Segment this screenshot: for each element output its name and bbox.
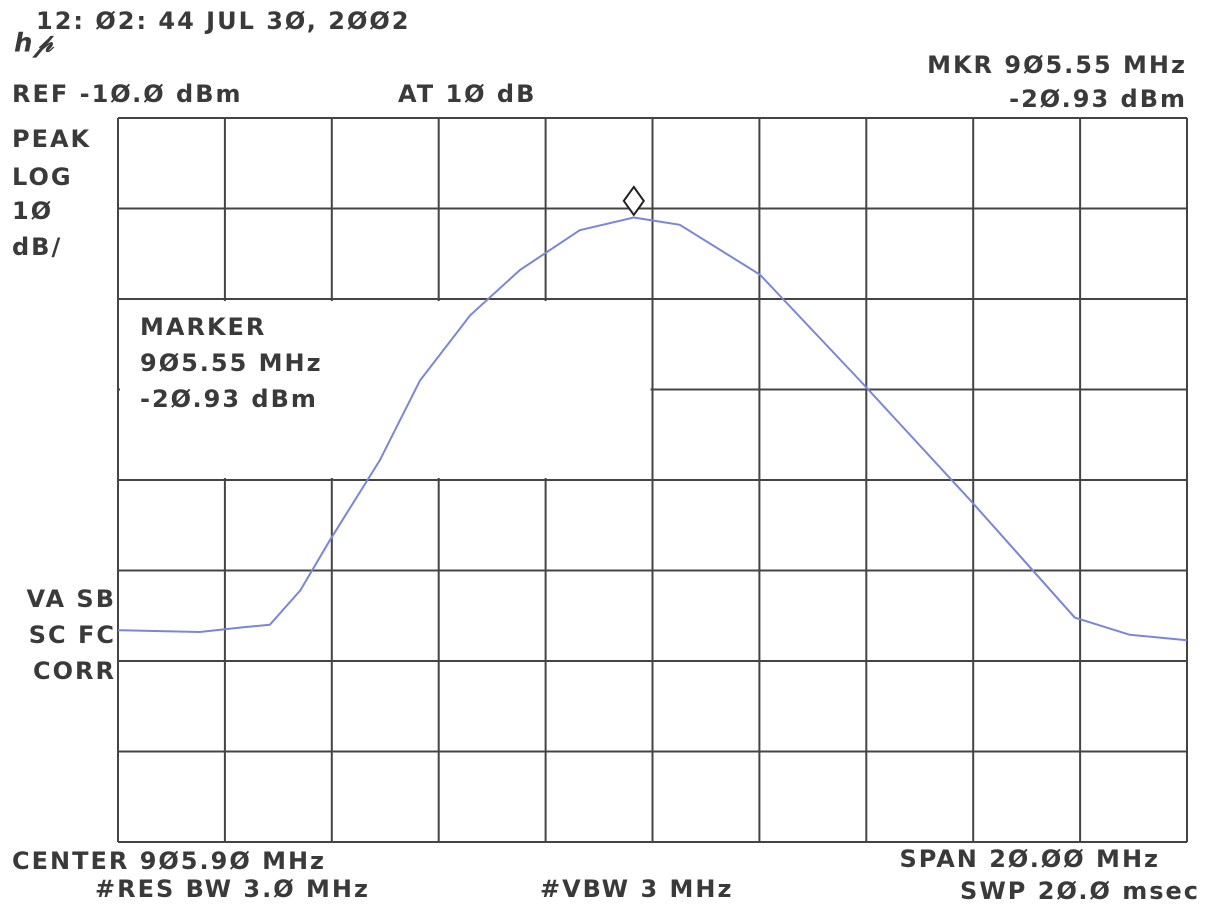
scale-label: PEAK	[12, 125, 91, 153]
hp-logo: ℎ𝓅	[14, 29, 55, 59]
timestamp: 12: Ø2: 44 JUL 3Ø, 2ØØ2	[36, 7, 410, 35]
sweep-time: SWP 2Ø.Ø msec	[960, 877, 1200, 905]
status-label: VA SB	[27, 585, 116, 613]
marker-box-text: -2Ø.93 dBm	[140, 385, 318, 413]
resolution-bandwidth: #RES BW 3.Ø MHz	[95, 875, 370, 903]
scale-label: 1Ø	[12, 197, 53, 225]
attenuation: AT 1Ø dB	[398, 80, 536, 108]
center-frequency: CENTER 9Ø5.9Ø MHz	[12, 847, 326, 875]
scale-label: LOG	[12, 163, 73, 191]
marker-frequency: MKR 9Ø5.55 MHz	[927, 51, 1187, 79]
trace	[117, 216, 1188, 642]
marker-box-text: 9Ø5.55 MHz	[140, 349, 323, 377]
marker-box-text: MARKER	[140, 313, 266, 341]
ref-level: REF -1Ø.Ø dBm	[12, 80, 243, 108]
scale-label: dB/	[12, 233, 62, 261]
marker-diamond	[622, 185, 646, 217]
marker-level: -2Ø.93 dBm	[1009, 85, 1187, 113]
status-label: SC FC	[29, 621, 116, 649]
status-label: CORR	[33, 657, 116, 685]
video-bandwidth: #VBW 3 MHz	[540, 875, 733, 903]
span: SPAN 2Ø.ØØ MHz	[900, 845, 1160, 873]
